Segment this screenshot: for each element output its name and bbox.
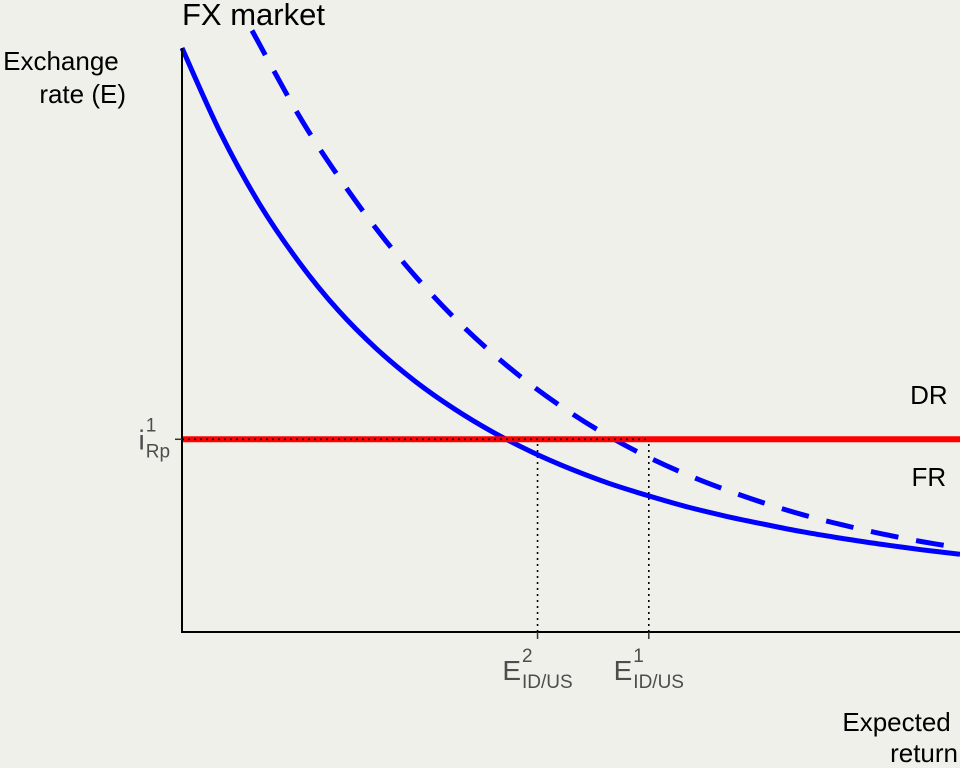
fr-curve bbox=[179, 46, 960, 557]
y-tick-label-1: i 1 Rp bbox=[139, 415, 171, 462]
x-tick-label-1-superscript: 2 bbox=[522, 646, 533, 667]
x-axis-label-line-1: Expected bbox=[842, 707, 950, 737]
y-axis-label: Exchange rate (E) bbox=[3, 46, 126, 109]
reference-lines bbox=[182, 438, 650, 632]
chart-title: FX market bbox=[182, 0, 325, 32]
dr-label: DR bbox=[910, 380, 948, 410]
shifted-fr-curve-dashed bbox=[249, 29, 960, 551]
x-tick-label-2-superscript: 1 bbox=[633, 646, 644, 667]
y-tick-label-1-superscript: 1 bbox=[146, 415, 157, 436]
x-tick-label-1-subscript: ID/US bbox=[522, 672, 573, 693]
y-axis-label-line-2: rate (E) bbox=[39, 79, 126, 109]
x-tick-label-2-main: E bbox=[614, 655, 633, 686]
curve-labels: DR FR bbox=[910, 380, 948, 492]
fr-label: FR bbox=[912, 462, 947, 492]
x-axis-label: Expected return bbox=[842, 707, 958, 768]
y-axis-label-line-1: Exchange bbox=[3, 46, 119, 76]
x-axis-label-line-2: return bbox=[890, 738, 958, 768]
y-tick-label-1-main: i bbox=[139, 424, 145, 455]
y-tick-label-1-subscript: Rp bbox=[146, 441, 170, 462]
axes bbox=[181, 48, 960, 633]
x-tick-label-1: E 2 ID/US bbox=[502, 646, 572, 693]
x-tick-label-2-subscript: ID/US bbox=[633, 672, 684, 693]
x-tick-label-1-main: E bbox=[502, 655, 521, 686]
series-lines bbox=[179, 29, 960, 557]
x-tick-label-2: E 1 ID/US bbox=[614, 646, 684, 693]
